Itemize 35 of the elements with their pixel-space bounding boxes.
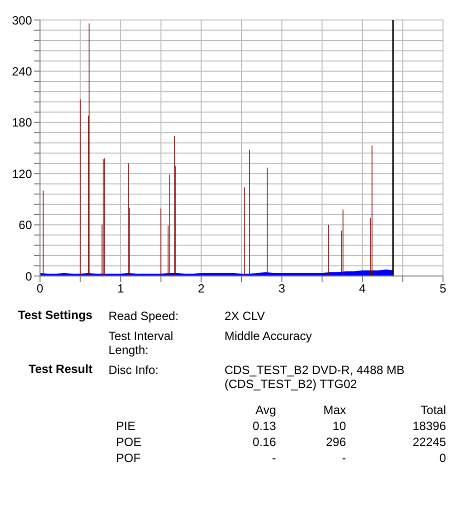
x-tick-label: 3 [278,282,286,296]
text: Disc Info: [107,362,160,379]
y-tick-label: 180 [12,116,32,130]
text: POE [116,434,142,450]
x-tick-label: 0 [36,282,44,296]
x-tick-label: 5 [440,282,447,296]
text: Middle Accuracy [223,328,313,345]
text: Total [420,402,446,418]
x-tick-label: 1 [117,282,124,296]
text: 10 [332,418,346,434]
y-tick-label: 240 [12,64,32,78]
y-tick-label: 120 [12,166,32,181]
text: POF [116,450,142,466]
text: Read Speed: [107,308,180,325]
text: Test Settings [18,307,94,324]
text: Avg [254,402,276,418]
y-tick-label: 0 [25,269,32,284]
text: - [271,450,276,466]
text: Max [322,402,346,418]
text: 22245 [412,434,446,450]
text: 0 [438,450,446,466]
text: 2X CLV [223,308,266,325]
text: - [341,450,346,466]
text: CDS_TEST_B2 DVD-R, 4488 MB (CDS_TEST_B2) TTG02 [223,362,406,393]
text: 296 [324,434,346,450]
text: PIE [116,418,136,434]
text: 0.16 [252,434,276,450]
text: 18396 [412,418,446,434]
y-tick-label: 300 [12,13,32,28]
text: 0.13 [252,418,276,434]
x-tick-label: 4 [359,282,366,296]
text: Test Interval Length: [107,328,174,359]
text: Test Result [28,361,94,378]
x-tick-label: 2 [198,282,205,296]
y-tick-label: 60 [18,218,32,232]
